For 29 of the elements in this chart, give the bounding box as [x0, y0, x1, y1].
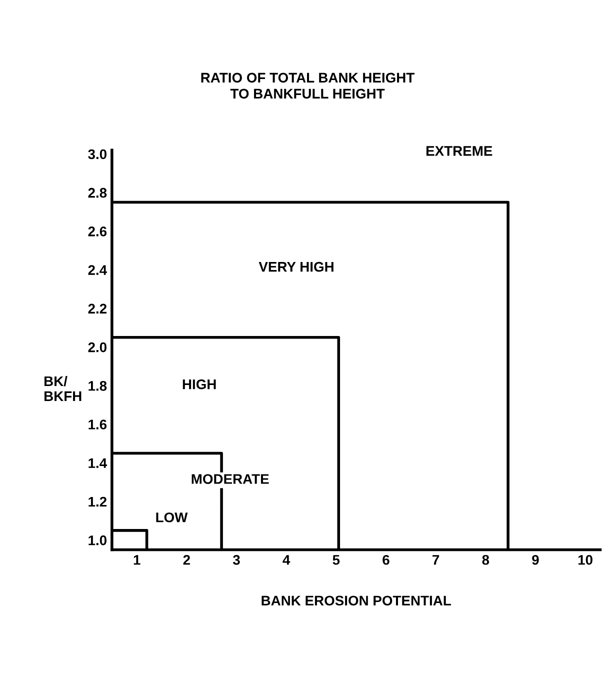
- annotation: EXTREME: [426, 146, 492, 156]
- y-tick-label: 3.0: [88, 149, 106, 160]
- annotation: LOW: [156, 512, 188, 522]
- x-tick-label: 2: [183, 554, 190, 565]
- annotation: VERY HIGH: [258, 262, 334, 272]
- x-tick-label: 3: [232, 554, 240, 565]
- x-tick-label: 1: [134, 555, 140, 565]
- y-tick-label: 1.4: [88, 458, 107, 468]
- y-tick-label: 2.0: [88, 342, 106, 352]
- x-tick-label: 7: [432, 555, 440, 565]
- annotation: HIGH: [182, 379, 216, 390]
- y-axis-title: BK/ BKFH: [44, 376, 82, 401]
- x-tick-label: 5: [332, 555, 340, 565]
- y-tick-label: 2.2: [88, 304, 107, 314]
- x-tick-label: 6: [382, 554, 390, 565]
- x-tick-label: 8: [482, 554, 490, 565]
- x-tick-label: 10: [578, 554, 592, 565]
- y-tick-label: 1.0: [88, 535, 106, 546]
- y-tick-label: 1.8: [88, 380, 107, 391]
- y-tick-label: 1.2: [88, 496, 107, 507]
- x-axis-title: BANK EROSION POTENTIAL: [262, 596, 451, 606]
- y-tick-label: 2.8: [88, 188, 107, 198]
- x-tick-label: 9: [532, 554, 539, 565]
- x-tick-label: 4: [282, 555, 290, 565]
- annotation: MODERATE: [192, 474, 269, 484]
- y-tick-label: 1.6: [88, 420, 107, 430]
- chart-title: RATIO OF TOTAL BANK HEIGHT TO BANKFULL HEIGHT: [201, 72, 414, 99]
- y-tick-label: 2.4: [88, 265, 107, 275]
- y-tick-label: 2.6: [88, 226, 107, 236]
